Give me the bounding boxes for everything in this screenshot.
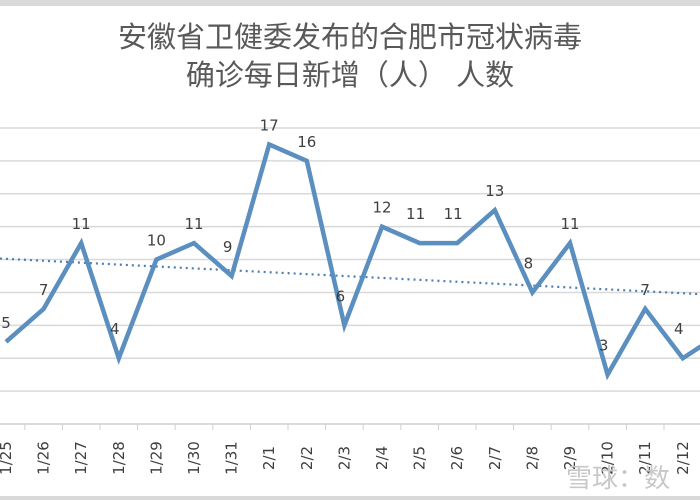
data-label: 5	[1, 314, 11, 332]
x-tick-label: 2/12	[674, 441, 692, 475]
chart-title-line-2: 确诊每日新增（人） 人数	[185, 58, 515, 92]
x-tick-label: 1/27	[72, 441, 90, 475]
x-tick-label: 1/30	[185, 441, 203, 475]
gridlines	[0, 127, 700, 392]
data-label: 8	[524, 254, 534, 272]
x-tick-label: 2/2	[298, 446, 316, 470]
data-labels: 5 7 11 4 10 11 9 17 16 6 12 11 11 13 8 11 3 7 4	[1, 116, 683, 354]
data-label: 7	[640, 281, 650, 299]
data-label: 17	[260, 116, 279, 134]
data-label: 11	[444, 205, 463, 223]
watermark: 雪球：数	[566, 464, 671, 494]
data-label: 11	[184, 215, 203, 233]
x-tick-label: 1/26	[35, 441, 53, 475]
data-label: 9	[223, 238, 233, 256]
data-label: 12	[372, 199, 391, 217]
data-label: 11	[72, 215, 91, 233]
x-tick-label: 2/11	[636, 441, 654, 475]
x-tick-label: 2/3	[335, 446, 353, 470]
data-label: 10	[147, 232, 166, 250]
data-label: 3	[599, 337, 609, 355]
x-tick-labels: 1/25 1/26 1/27 1/28 1/29 1/30 1/31 2/1 2/2 2/3 2/4…	[0, 441, 692, 475]
data-label: 4	[110, 320, 120, 338]
x-tick-label: 1/31	[223, 441, 241, 475]
chart-title: 安徽省卫健委发布的合肥市冠状病毒 确诊每日新增（人） 人数	[0, 18, 700, 94]
x-tick-label: 1/25	[0, 441, 15, 475]
top-border	[0, 0, 700, 6]
data-label: 11	[560, 215, 579, 233]
x-tick-label: 1/29	[147, 441, 165, 475]
trendline	[0, 257, 700, 296]
x-tick-label: 2/5	[411, 446, 429, 470]
data-label: 11	[406, 205, 425, 223]
bottom-border	[0, 496, 700, 500]
series-line	[4, 141, 700, 381]
x-tick-label: 2/9	[561, 446, 579, 470]
x-tick-label: 2/6	[448, 446, 466, 470]
data-label: 16	[297, 133, 316, 151]
data-label: 7	[39, 281, 49, 299]
x-tick-label: 2/8	[523, 446, 541, 470]
data-label: 4	[674, 320, 684, 338]
x-tick-label: 2/4	[373, 446, 391, 470]
chart-title-line-1: 安徽省卫健委发布的合肥市冠状病毒	[117, 20, 582, 54]
data-label: 6	[336, 287, 346, 305]
x-tick-label: 2/10	[599, 441, 617, 475]
x-tick-label: 2/1	[260, 446, 278, 470]
x-axis	[0, 423, 700, 430]
data-label: 13	[485, 182, 504, 200]
x-tick-label: 2/7	[486, 446, 504, 470]
x-tick-label: 1/28	[110, 441, 128, 475]
